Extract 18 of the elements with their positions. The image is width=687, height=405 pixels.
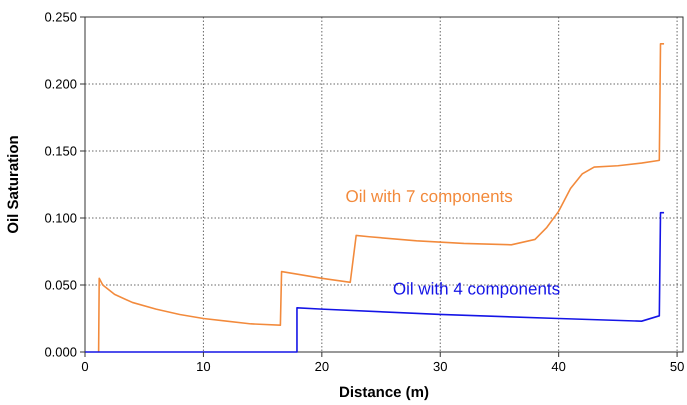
y-tick-label: 0.100 [44,210,77,226]
y-tick-label: 0.050 [44,278,77,292]
x-axis-title: Distance (m) [338,384,430,401]
x-tick-label: 50 [670,359,684,374]
x-tick-label: 0 [81,359,89,374]
line-series [84,212,665,353]
y-tick-label: 0.150 [44,144,77,158]
x-tick-label: 40 [551,359,566,374]
line-series [98,43,665,353]
y-tick-label: 0.000 [44,344,77,360]
series-label: Oil with 7 components [346,186,513,206]
x-tick-label: 30 [433,359,448,374]
x-tick-label: 10 [196,359,211,374]
x-tick-label: 20 [314,359,330,374]
y-tick-label: 0.200 [44,76,77,92]
y-tick-label: 0.250 [44,10,77,24]
series-label: Oil with 4 components [392,279,560,298]
y-axis-title: Oil Saturation [5,135,22,234]
